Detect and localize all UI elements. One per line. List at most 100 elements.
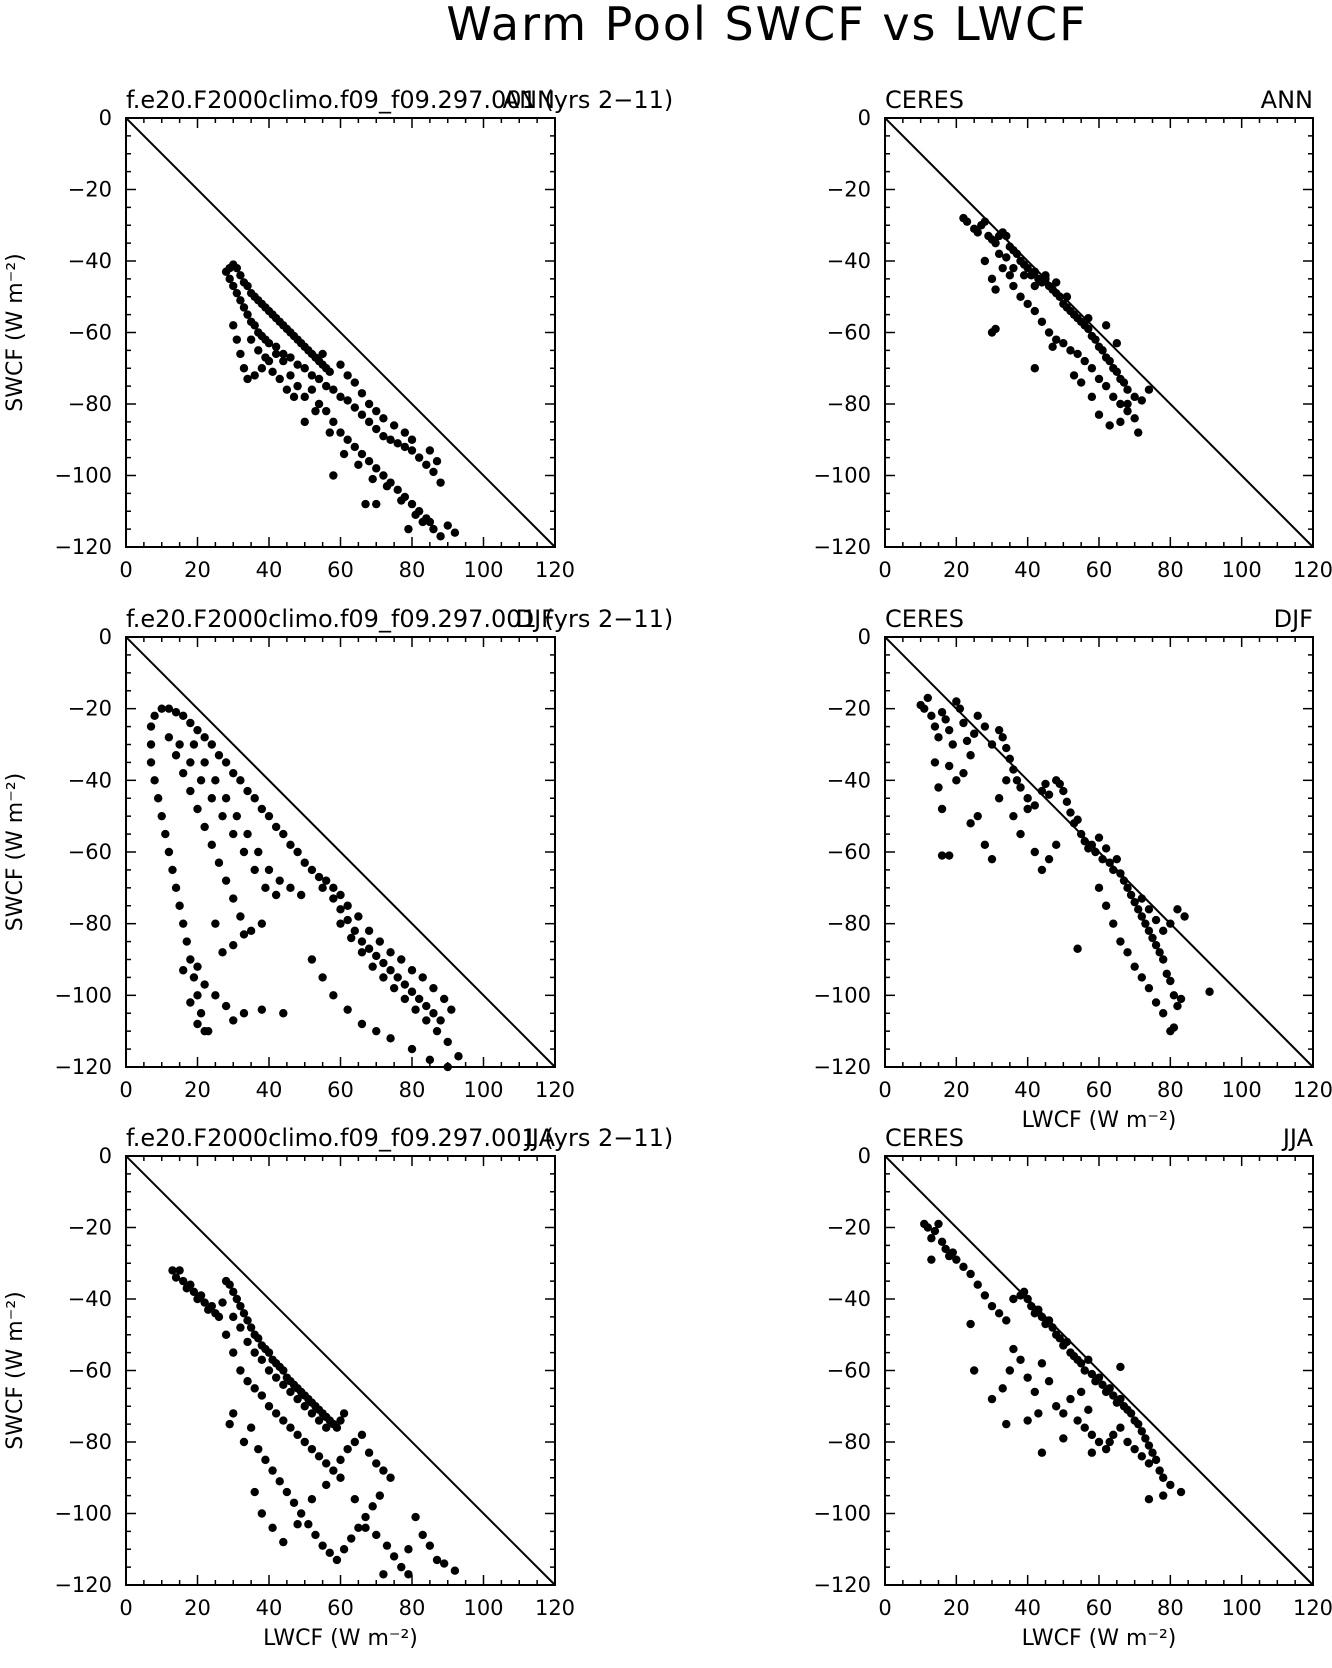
scatter-point <box>207 840 216 850</box>
scatter-point <box>1105 356 1114 366</box>
scatter-point <box>293 360 302 369</box>
scatter-point <box>422 1016 431 1025</box>
scatter-point <box>300 417 309 427</box>
scatter-point <box>1134 905 1143 914</box>
scatter-point <box>193 991 202 1000</box>
panel-left-label: f.e20.F2000climo.f09_f09.297.001 (yrs 2−… <box>126 86 673 114</box>
scatter-point <box>296 1509 306 1518</box>
scatter-point <box>264 339 274 348</box>
scatter-point <box>236 349 245 359</box>
y-tick-label: −100 <box>54 1502 112 1526</box>
scatter-point <box>1098 346 1107 355</box>
scatter-point <box>407 446 417 455</box>
scatter-point <box>1023 1416 1032 1425</box>
scatter-point <box>314 374 324 384</box>
scatter-point <box>1116 417 1125 427</box>
figure-title: Warm Pool SWCF vs LWCF <box>446 0 1087 51</box>
scatter-point <box>364 1448 374 1457</box>
scatter-point <box>1016 1355 1025 1364</box>
scatter-point <box>962 736 972 746</box>
scatter-point <box>1169 1023 1179 1032</box>
scatter-point <box>450 1566 460 1575</box>
scatter-point <box>364 457 374 466</box>
x-tick-label: 100 <box>463 558 503 582</box>
scatter-point <box>168 1266 177 1275</box>
x-tick-label: 60 <box>327 558 354 582</box>
x-tick-label: 0 <box>878 1078 891 1102</box>
scatter-point <box>329 417 338 427</box>
scatter-point <box>296 890 306 900</box>
scatter-point <box>200 1298 209 1307</box>
scatter-point <box>1144 385 1154 394</box>
scatter-point <box>193 962 202 971</box>
scatter-point <box>1037 1312 1047 1322</box>
scatter-point <box>1080 837 1089 846</box>
scatter-point <box>1009 811 1018 821</box>
scatter-point <box>386 1034 395 1043</box>
scatter-point <box>293 381 302 391</box>
scatter-point <box>332 1555 342 1565</box>
scatter-point <box>1052 1402 1061 1411</box>
scatter-point <box>354 912 363 921</box>
x-tick-label: 80 <box>399 1078 426 1102</box>
x-axis-label: LWCF (W m⁻²) <box>263 1626 418 1651</box>
scatter-point <box>271 1373 281 1382</box>
reference-line <box>125 117 556 548</box>
scatter-point <box>232 263 242 273</box>
scatter-point <box>179 1276 188 1286</box>
panel-5: 0 20 40 60 80 100 120 0 −20 −40 −60 −80 −100 −120 f.e2… <box>3 1124 673 1651</box>
y-tick-label: −120 <box>54 1055 112 1079</box>
scatter-point <box>293 1430 302 1440</box>
scatter-point <box>1009 281 1018 291</box>
scatter-point <box>1059 786 1068 796</box>
scatter-point <box>282 1487 292 1497</box>
scatter-point <box>1076 1359 1086 1368</box>
scatter-point <box>336 905 345 914</box>
scatter-point <box>357 948 367 957</box>
scatter-point <box>1159 926 1168 936</box>
scatter-point <box>257 364 267 373</box>
scatter-point <box>1034 1409 1043 1418</box>
scatter-point <box>439 1559 449 1568</box>
scatter-point <box>357 1430 367 1440</box>
y-tick-label: −100 <box>813 983 871 1007</box>
scatter-point <box>1055 779 1064 789</box>
y-tick-label: −20 <box>827 178 871 202</box>
scatter-point <box>357 937 367 946</box>
scatter-point <box>275 876 284 885</box>
scatter-point <box>261 883 270 893</box>
scatter-point <box>350 1437 359 1447</box>
scatter-point <box>368 1502 377 1511</box>
scatter-point <box>275 374 284 384</box>
scatter-point <box>257 804 267 814</box>
scatter-point <box>1137 396 1147 405</box>
scatter-point <box>354 460 363 469</box>
scatter-point <box>239 1309 249 1318</box>
scatter-point <box>361 499 370 509</box>
scatter-point <box>372 424 381 434</box>
scatter-point <box>443 521 452 530</box>
scatter-point <box>250 794 259 803</box>
x-tick-label: 60 <box>1086 558 1113 582</box>
scatter-point <box>404 1570 413 1579</box>
scatter-point <box>332 1423 342 1432</box>
scatter-point <box>1137 894 1147 903</box>
y-tick-label: −100 <box>54 464 112 488</box>
scatter-point <box>1137 973 1147 982</box>
y-tick-label: −20 <box>827 697 871 721</box>
y-tick-label: 0 <box>99 625 112 649</box>
scatter-point <box>1030 364 1040 373</box>
scatter-point <box>325 367 334 377</box>
scatter-point <box>286 1387 295 1397</box>
scatter-point <box>164 733 174 742</box>
scatter-point <box>379 431 388 441</box>
scatter-point <box>379 471 388 480</box>
scatter-point <box>214 1312 224 1322</box>
scatter-point <box>1062 1337 1072 1347</box>
scatter-point <box>1002 231 1011 241</box>
scatter-point <box>314 872 324 882</box>
scatter-point <box>300 858 309 867</box>
scatter-point <box>239 364 249 373</box>
panel-2: 0 20 40 60 80 100 120 0 −20 −40 −60 −80 −100 −120 CERE… <box>813 86 1332 582</box>
scatter-point <box>436 1016 445 1025</box>
